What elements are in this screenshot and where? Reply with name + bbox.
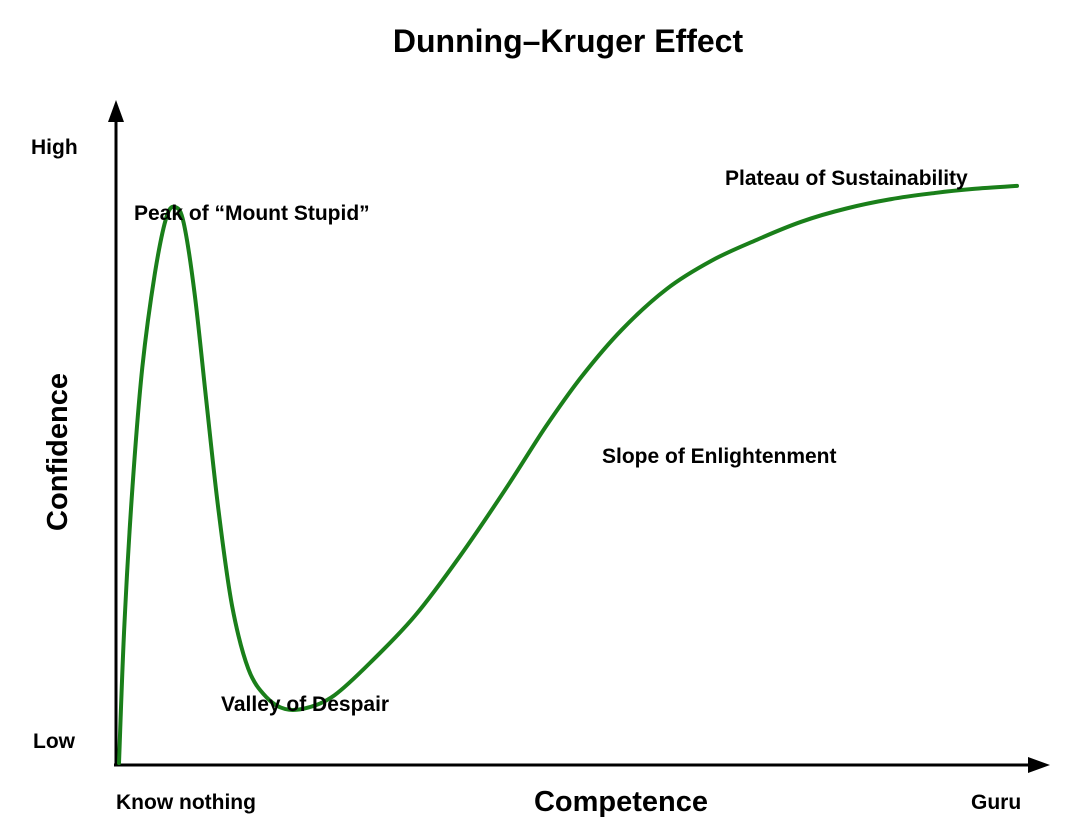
annotation-valley-of-despair: Valley of Despair (221, 693, 389, 716)
x-tick-label-end: Guru (971, 791, 1021, 814)
annotation-peak-mount-stupid: Peak of “Mount Stupid” (134, 202, 370, 225)
x-axis-title: Competence (534, 786, 708, 818)
x-axis-arrowhead (1028, 757, 1050, 773)
y-axis-arrowhead (108, 100, 124, 122)
y-tick-label-low: Low (33, 730, 76, 753)
chart-title: Dunning–Kruger Effect (393, 23, 744, 59)
x-axis (114, 757, 1050, 773)
annotation-plateau-of-sustainability: Plateau of Sustainability (725, 167, 968, 190)
confidence-curve (117, 183, 1019, 765)
x-tick-label-start: Know nothing (116, 791, 256, 814)
y-axis-title: Confidence (42, 373, 74, 531)
y-axis (108, 100, 124, 766)
y-tick-label-high: High (31, 136, 78, 159)
annotation-slope-of-enlightenment: Slope of Enlightenment (602, 445, 837, 468)
